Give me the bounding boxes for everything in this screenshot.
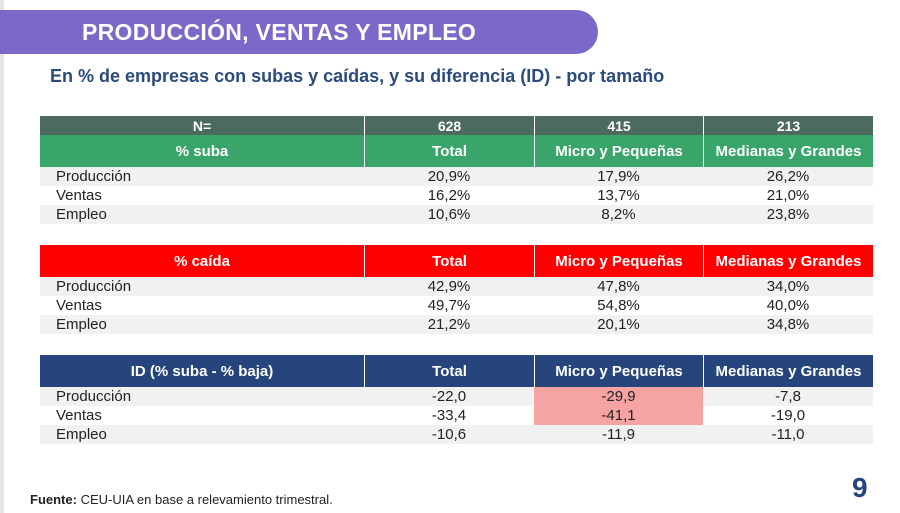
row-label: Producción [56,278,132,295]
header-id: ID (% suba - % baja) [130,362,274,380]
col-total: Total [364,135,534,167]
table-suba: N= 628 415 213 % suba Total Micro y Pequ… [40,116,873,224]
cell-medianas: 34,8% [766,316,810,333]
col-total: Total [364,355,534,387]
table-row: Empleo -10,6 -11,9 -11,0 [40,425,873,444]
table-id: ID (% suba - % baja) Total Micro y Peque… [40,355,873,444]
table-row: Empleo 10,6% 8,2% 23,8% [40,205,873,224]
source-text: CEU-UIA en base a relevamiento trimestra… [76,492,333,507]
cell-medianas: 40,0% [766,297,810,314]
table-row: Producción -22,0 -29,9 -7,8 [40,387,873,406]
col-micro: Micro y Pequeñas [534,135,703,167]
title-banner [0,10,598,54]
row-label: Ventas [56,407,102,424]
header-caida: % caída [174,252,230,270]
cell-micro: 8,2% [601,206,636,223]
cell-total: 42,9% [427,278,471,295]
page-number: 9 [852,472,868,503]
n-medianas: 213 [703,116,873,135]
page-title: PRODUCCIÓN, VENTAS Y EMPLEO [82,19,477,45]
n-row: N= 628 415 213 [40,116,873,135]
table-row: Empleo 21,2% 20,1% 34,8% [40,315,873,334]
n-micro: 415 [534,116,703,135]
cell-medianas: 21,0% [766,187,810,204]
cell-medianas: 23,8% [766,206,810,223]
header-row-id: ID (% suba - % baja) Total Micro y Peque… [40,355,873,387]
cell-total: 20,9% [427,168,471,185]
header-suba: % suba [175,142,229,160]
table-row: Producción 42,9% 47,8% 34,0% [40,277,873,296]
row-label: Empleo [56,316,107,333]
cell-total: -33,4 [431,407,467,424]
row-label: Ventas [56,187,102,204]
cell-micro-highlighted: -29,9 [534,387,703,406]
source-label: Fuente: [30,492,77,507]
cell-micro: 20,1% [597,316,640,333]
n-label: N= [192,117,212,134]
header-row-caida: % caída Total Micro y Pequeñas Medianas … [40,245,873,277]
col-medianas: Medianas y Grandes [703,355,873,387]
col-micro: Micro y Pequeñas [534,355,703,387]
cell-total: -10,6 [431,426,467,443]
left-edge-bar [0,0,4,513]
n-total: 628 [364,116,534,135]
cell-micro: 13,7% [597,187,640,204]
row-label: Producción [56,168,132,185]
row-label: Empleo [56,206,107,223]
row-label: Producción [56,388,132,405]
row-label: Ventas [56,297,102,314]
cell-micro: 54,8% [597,297,640,314]
cell-medianas: -11,0 [771,426,805,443]
table-row: Ventas 49,7% 54,8% 40,0% [40,296,873,315]
cell-total: 16,2% [427,187,471,204]
cell-total: -22,0 [431,388,467,405]
cell-medianas: 26,2% [766,168,810,185]
cell-medianas: 34,0% [766,278,810,295]
cell-medianas: -19,0 [770,407,806,424]
table-row: Ventas -33,4 -41,1 -19,0 [40,406,873,425]
cell-micro: 17,9% [597,168,640,185]
source-footnote: Fuente: CEU-UIA en base a relevamiento t… [30,492,333,507]
cell-micro-highlighted: -41,1 [534,406,703,425]
col-total: Total [364,245,534,277]
col-medianas: Medianas y Grandes [703,135,873,167]
col-medianas: Medianas y Grandes [703,245,873,277]
table-caida: % caída Total Micro y Pequeñas Medianas … [40,245,873,334]
col-micro: Micro y Pequeñas [534,245,703,277]
cell-total: 10,6% [427,206,471,223]
table-row: Producción 20,9% 17,9% 26,2% [40,167,873,186]
cell-micro: -11,9 [601,426,636,443]
page-subtitle: En % de empresas con subas y caídas, y s… [50,66,665,86]
cell-total: 21,2% [427,316,471,333]
row-label: Empleo [56,426,107,443]
cell-total: 49,7% [427,297,471,314]
header-row-suba: % suba Total Micro y Pequeñas Medianas y… [40,135,873,167]
table-row: Ventas 16,2% 13,7% 21,0% [40,186,873,205]
cell-medianas: -7,8 [775,388,801,405]
cell-micro: 47,8% [597,278,640,295]
